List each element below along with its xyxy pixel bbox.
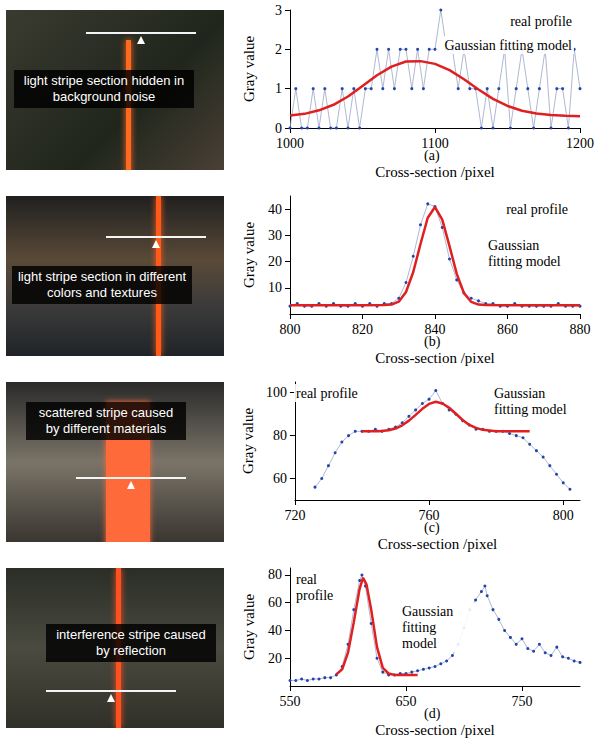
html-text:scattered stripe caused by dif: scattered stripe caused by different mat… [38,405,174,436]
svg-text:550: 550 [280,694,301,709]
svg-text:Gaussian: Gaussian [494,386,549,401]
svg-text:100: 100 [266,385,287,400]
svg-text:800: 800 [553,508,574,523]
svg-text:fitting model: fitting model [494,402,567,417]
svg-text:1100: 1100 [421,135,449,151]
svg-text:Gray value: Gray value [241,594,257,661]
svg-text:Gaussian: Gaussian [488,238,543,253]
svg-text:80: 80 [268,567,282,582]
svg-text:Gaussian fitting model: Gaussian fitting model [444,38,572,53]
svg-text:model: model [402,636,437,651]
svg-text:40: 40 [268,202,282,217]
svg-text:real profile: real profile [506,202,568,217]
svg-text:Cross-section /pixel: Cross-section /pixel [378,536,498,552]
svg-text:(c): (c) [424,520,440,536]
svg-text:60: 60 [273,471,287,486]
svg-text:760: 760 [418,507,440,523]
svg-text:real profile: real profile [296,386,358,401]
html-text:light stripe section in differ: light stripe section in different colors… [17,269,187,300]
svg-text:650: 650 [396,694,417,709]
svg-text:(d): (d) [424,706,441,722]
svg-text:real: real [296,572,320,587]
html-text:interference stripe caused by: interference stripe caused by reflection [56,627,206,658]
html-text:light stripe section hidden in: light stripe section hidden in backgroun… [23,73,185,104]
svg-text:40: 40 [268,623,282,638]
svg-text:Cross-section /pixel: Cross-section /pixel [375,350,495,366]
svg-text:10: 10 [268,280,282,295]
svg-text:profile: profile [296,588,333,603]
svg-text:30: 30 [268,228,282,243]
svg-text:Cross-section /pixel: Cross-section /pixel [375,722,495,738]
svg-text:80: 80 [273,428,287,443]
svg-text:1000: 1000 [276,136,304,151]
svg-text:Cross-section /pixel: Cross-section /pixel [375,164,495,180]
svg-text:1200: 1200 [566,136,594,151]
svg-text:750: 750 [512,694,533,709]
svg-text:720: 720 [284,508,305,523]
svg-text:860: 860 [497,322,518,337]
svg-text:20: 20 [268,254,282,269]
svg-text:60: 60 [268,595,282,610]
svg-text:800: 800 [280,322,301,337]
svg-text:fitting model: fitting model [488,254,561,269]
svg-text:Gaussian: Gaussian [402,604,457,619]
svg-text:0: 0 [275,121,282,136]
svg-text:3: 3 [275,3,282,18]
svg-text:2: 2 [275,42,282,57]
svg-text:Gray value: Gray value [241,36,257,103]
svg-text:20: 20 [268,651,282,666]
svg-text:(b): (b) [424,334,441,350]
svg-text:real profile: real profile [510,14,572,29]
svg-text:840: 840 [424,321,446,337]
svg-text:Gray value: Gray value [241,222,257,289]
svg-text:Gray value: Gray value [240,408,256,475]
svg-text:880: 880 [570,322,591,337]
svg-text:1: 1 [275,81,282,96]
svg-text:fitting: fitting [402,620,440,635]
svg-text:820: 820 [352,322,373,337]
svg-text:(a): (a) [424,148,440,164]
